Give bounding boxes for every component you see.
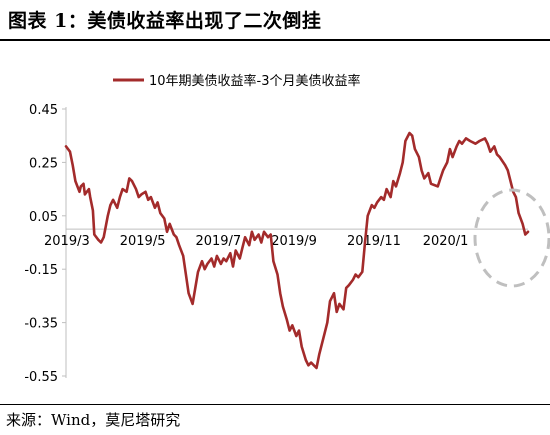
y-tick-label: -0.55 (24, 370, 58, 385)
y-tick-label: -0.15 (24, 263, 58, 278)
x-tick-label: 2019/11 (347, 234, 401, 249)
x-tick-label: 2019/3 (44, 234, 90, 249)
x-tick-label: 2019/7 (195, 234, 241, 249)
y-tick-label: -0.35 (24, 317, 58, 332)
x-tick-label: 2020/1 (423, 234, 469, 249)
y-tick-label: 0.25 (29, 156, 58, 171)
series-group (64, 131, 530, 370)
x-tick-label: 2019/5 (120, 234, 166, 249)
source-note: 来源：Wind，莫尼塔研究 (6, 411, 181, 429)
chart-legend: 10年期美债收益率-3个月美债收益率 (113, 73, 361, 89)
line-chart: 10年期美债收益率-3个月美债收益率 0.45 0.25 0.05 -0.15 -0.3… (24, 73, 550, 385)
y-axis: 0.45 0.25 0.05 -0.15 -0.35 -0.55 (24, 103, 67, 385)
series-line (64, 131, 530, 370)
title-rule (0, 39, 550, 41)
y-tick-label: 0.45 (29, 103, 58, 118)
x-axis: 2019/3 2019/5 2019/7 2019/9 2019/11 2020/1 (44, 228, 528, 249)
legend-label: 10年期美债收益率-3个月美债收益率 (149, 73, 361, 89)
inversion-highlight-ellipse (473, 188, 550, 288)
source-rule (0, 404, 550, 405)
y-tick-label: 0.05 (29, 210, 58, 225)
figure-title: 图表 1：美债收益率出现了二次倒挂 (8, 10, 322, 32)
x-tick-label: 2019/9 (271, 234, 317, 249)
